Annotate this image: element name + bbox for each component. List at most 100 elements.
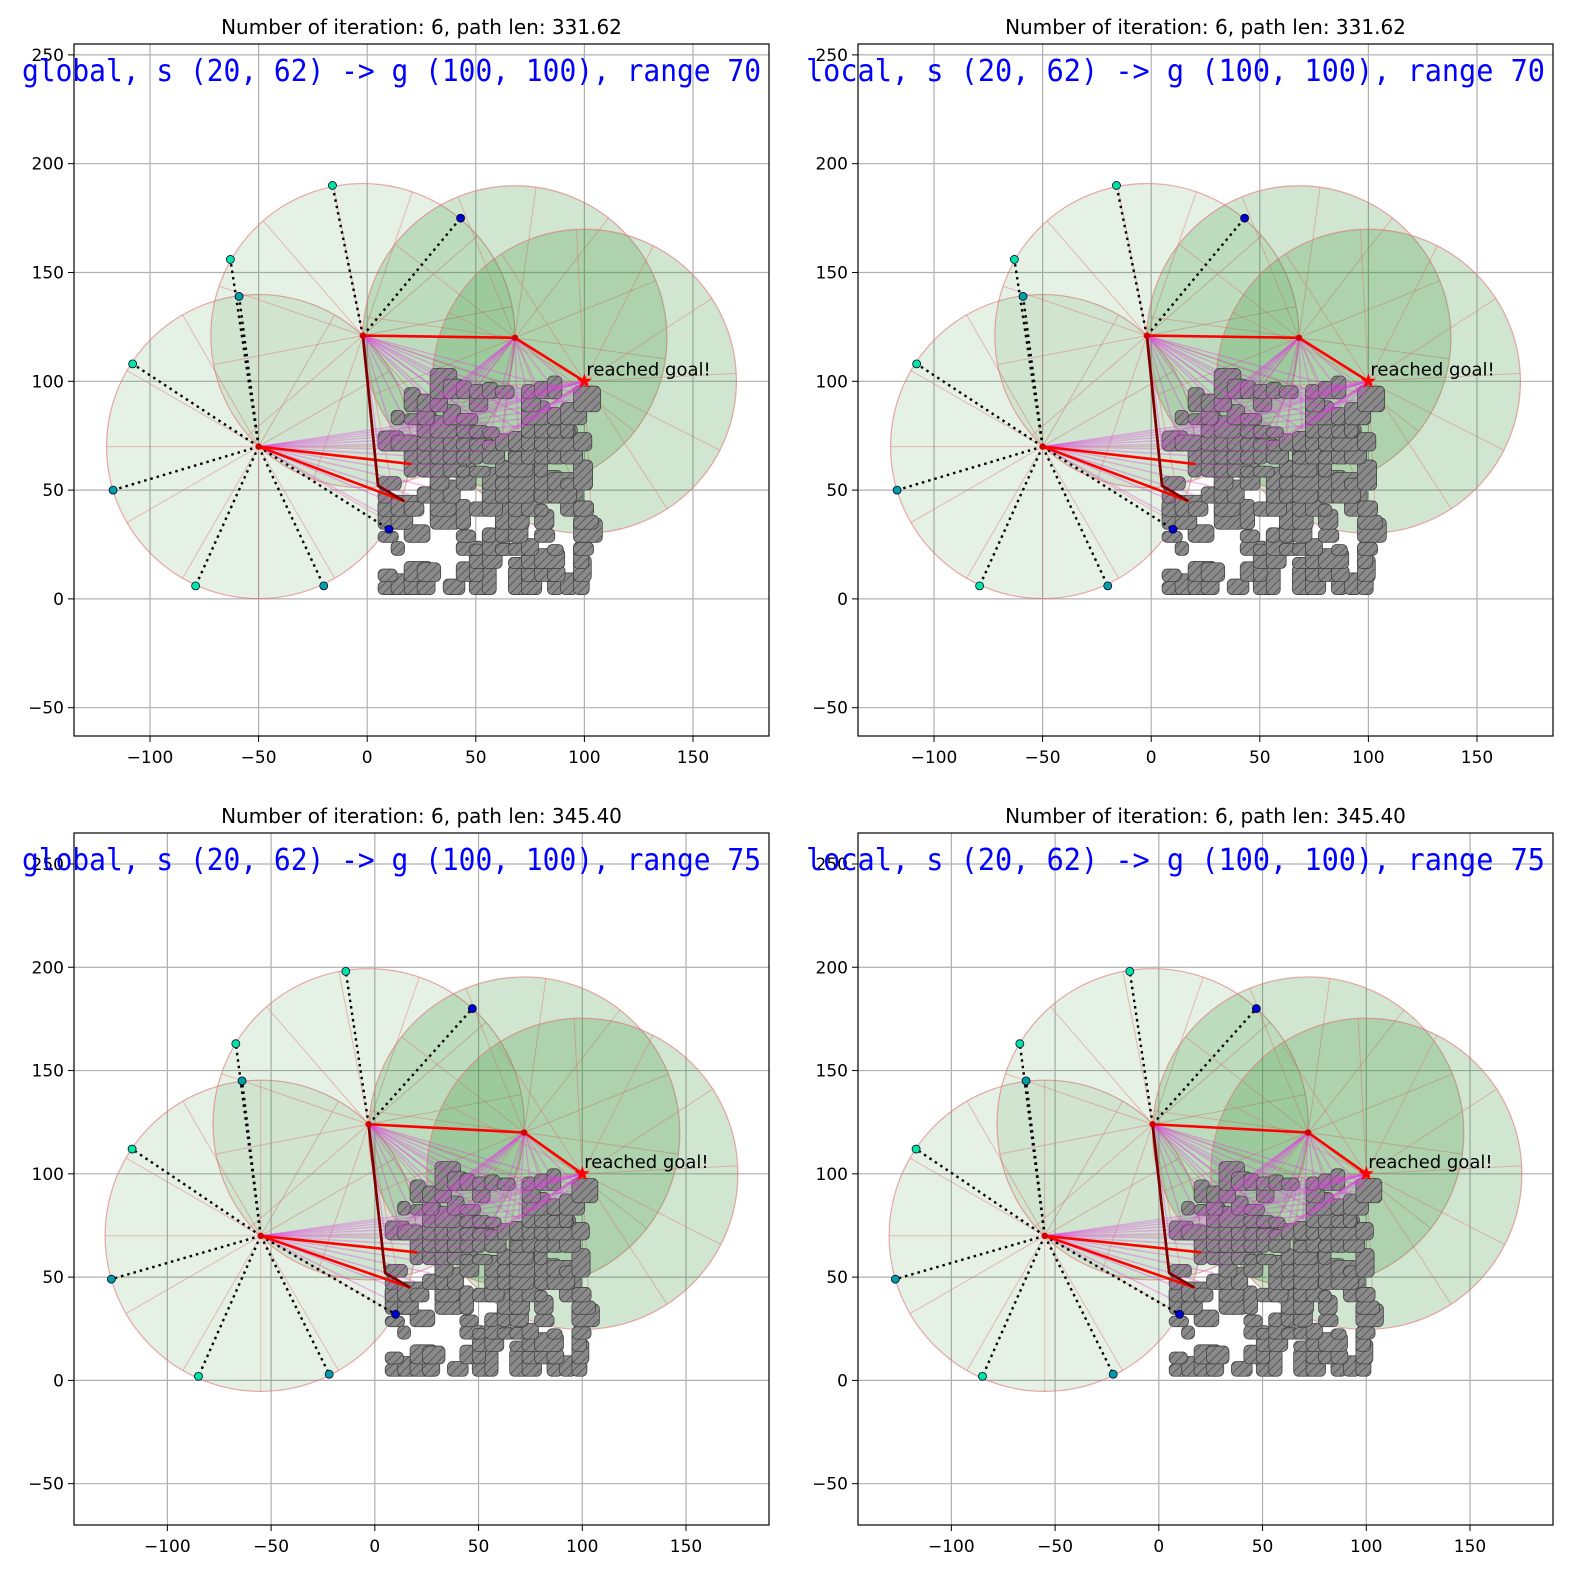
candidate-edge	[368, 1123, 534, 1212]
candidate-edge	[258, 445, 487, 452]
tree-node	[520, 1129, 528, 1136]
x-tick-label: −100	[127, 748, 174, 768]
range-spoke	[582, 1088, 714, 1175]
obstacle-blob	[384, 1351, 404, 1365]
range-spoke	[523, 1009, 621, 1133]
candidate-edge	[1146, 335, 1225, 413]
obstacle-blob	[494, 476, 511, 491]
range-spoke	[1285, 253, 1369, 382]
candidate-edge	[258, 432, 518, 448]
candidate-edge	[424, 337, 516, 422]
range-spoke	[1359, 229, 1369, 382]
range-spoke	[1146, 335, 1291, 386]
obstacle-blob	[571, 1287, 592, 1303]
obstacle-blob	[455, 498, 471, 530]
candidate-edge	[1146, 334, 1241, 404]
goal-annotation: reached goal!	[584, 1152, 708, 1173]
candidate-edge	[547, 1173, 583, 1204]
candidate-edge	[258, 406, 565, 448]
obstacle-blob	[481, 564, 497, 595]
candidate-edge	[1152, 1123, 1333, 1204]
range-spoke	[465, 988, 525, 1133]
overlay-caption: global, s (20, 62) -> g (100, 100), rang…	[22, 54, 761, 89]
candidate-edge	[1146, 334, 1256, 396]
candidate-edge	[514, 337, 550, 413]
range-spoke	[1042, 314, 1120, 447]
candidate-edge	[1307, 1132, 1319, 1212]
candidate-edge	[518, 1132, 525, 1220]
y-tick-label: −50	[28, 1475, 64, 1495]
obstacle-blob	[1231, 1361, 1253, 1377]
sample-point	[127, 1144, 137, 1154]
range-spoke	[1368, 380, 1505, 451]
candidate-edge	[1151, 1123, 1215, 1212]
obstacle-blob	[1187, 524, 1215, 543]
candidate-edge	[1198, 1173, 1367, 1221]
candidate-edge	[455, 380, 585, 404]
candidate-edge	[1146, 334, 1303, 430]
candidate-edge	[260, 1235, 430, 1274]
x-tick-label: 100	[566, 1537, 598, 1557]
obstacle-blob	[390, 541, 405, 556]
candidate-edge	[260, 1235, 490, 1241]
candidate-edge	[1301, 380, 1369, 430]
obstacle-blob	[1181, 1201, 1195, 1216]
candidate-edge	[1224, 380, 1369, 413]
range-spoke	[582, 1165, 738, 1175]
candidate-edge	[1044, 1206, 1333, 1237]
x-tick-label: −50	[1037, 1537, 1073, 1557]
sample-point	[1103, 581, 1113, 591]
obstacle-blob	[1355, 1326, 1376, 1340]
y-tick-label: −50	[28, 699, 64, 719]
obstacle-blob	[1318, 503, 1333, 517]
candidate-edge	[1042, 441, 1287, 448]
overlay-caption: local, s (20, 62) -> g (100, 100), range…	[806, 54, 1545, 89]
candidate-edge	[1228, 1173, 1367, 1204]
obstacle-blob	[1280, 1263, 1296, 1278]
x-tick-label: 50	[1252, 1537, 1274, 1557]
sample-point	[231, 1039, 241, 1049]
candidate-edge	[408, 380, 585, 430]
sample-point	[978, 1371, 987, 1381]
candidate-edge	[1042, 445, 1256, 461]
y-tick-label: 0	[837, 1371, 848, 1391]
sample-point	[1108, 1369, 1118, 1379]
x-tick-label: −50	[241, 748, 277, 768]
x-tick-label: 0	[362, 748, 373, 768]
y-tick-label: 100	[816, 1165, 848, 1185]
candidate-edge	[1192, 380, 1369, 430]
candidate-edge	[424, 380, 585, 422]
y-tick-label: 100	[32, 372, 64, 392]
candidate-edge	[1044, 1214, 1318, 1237]
y-tick-label: 50	[42, 481, 64, 501]
obstacle-blob	[1355, 1287, 1376, 1303]
axes-background	[858, 833, 1553, 1525]
obstacle-blob	[422, 1345, 446, 1365]
candidate-edge	[1254, 337, 1300, 395]
range-spoke	[1152, 1021, 1271, 1125]
obstacle-blob	[573, 432, 593, 452]
obstacle-blob	[571, 1326, 592, 1340]
range-spoke	[370, 1110, 525, 1134]
goal-star	[574, 1165, 590, 1181]
range-spoke	[1152, 1094, 1306, 1125]
candidate-edge	[488, 1173, 583, 1237]
range-spoke	[1308, 1073, 1453, 1133]
obstacle-blob	[416, 562, 442, 582]
obstacle-blob	[1193, 1309, 1220, 1328]
range-spoke	[523, 978, 547, 1133]
candidate-edge	[362, 334, 565, 404]
sample-point	[1125, 967, 1135, 976]
range-spoke	[215, 1123, 369, 1155]
obstacle-blob	[1355, 1300, 1380, 1315]
obstacle-blob	[1330, 1168, 1346, 1191]
range-spoke	[501, 253, 585, 382]
range-spoke	[266, 1006, 369, 1125]
candidate-edge	[362, 335, 441, 413]
range-spoke	[1117, 186, 1148, 336]
range-spoke	[581, 1034, 654, 1175]
range-spoke	[1249, 988, 1309, 1133]
obstacle-blob	[1226, 578, 1250, 595]
overlay-caption: local, s (20, 62) -> g (100, 100), range…	[806, 843, 1545, 878]
